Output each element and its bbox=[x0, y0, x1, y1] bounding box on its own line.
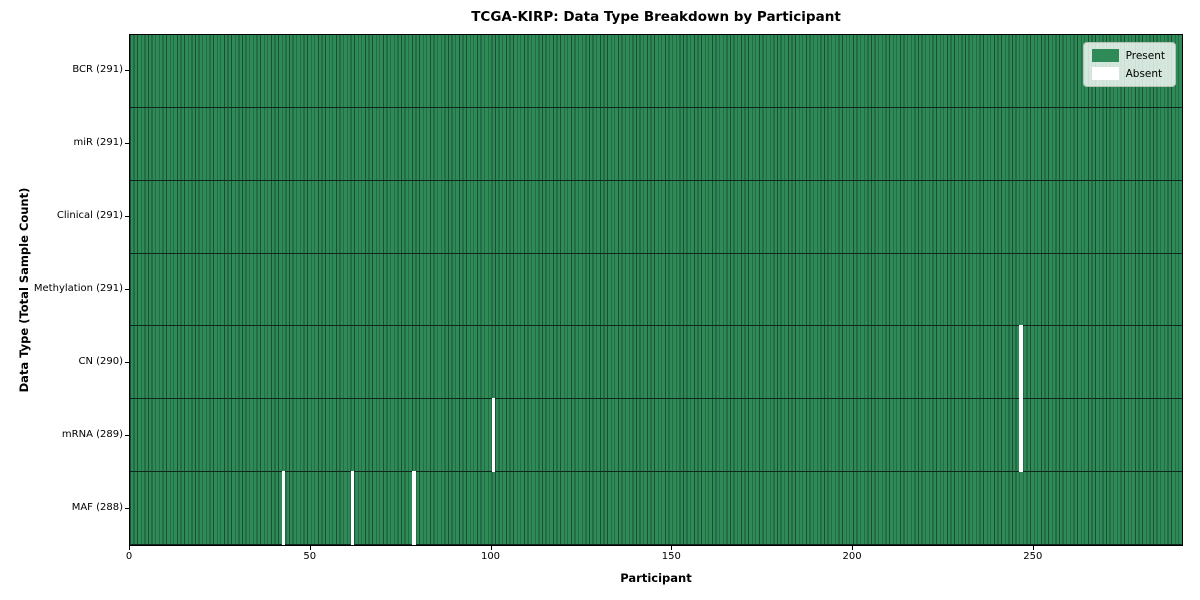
y-tick-label-clinical: Clinical (291) bbox=[56, 210, 123, 222]
x-tick-label-200: 200 bbox=[842, 551, 862, 562]
y-tick-mark bbox=[125, 361, 129, 363]
y-tick-mark bbox=[125, 289, 129, 290]
absent-cell bbox=[281, 471, 286, 545]
x-tick-mark bbox=[671, 546, 673, 550]
x-tick-label-50: 50 bbox=[303, 551, 317, 562]
x-tick-label-250: 250 bbox=[1023, 551, 1043, 562]
x-tick-label-150: 150 bbox=[661, 551, 681, 562]
y-tick-label-maf: MAF (288) bbox=[71, 501, 123, 513]
legend-label-absent: Absent bbox=[1125, 67, 1163, 80]
absent-cell bbox=[491, 398, 496, 473]
y-tick-label-mrna: mRNA (289) bbox=[61, 428, 123, 440]
y-tick-mark bbox=[125, 143, 129, 145]
x-tick-label-100: 100 bbox=[480, 551, 501, 562]
absent-cell bbox=[411, 471, 416, 545]
x-tick-label-0: 0 bbox=[125, 551, 133, 562]
y-tick-mark bbox=[125, 507, 129, 509]
y-tick-label-bcr: BCR (291) bbox=[72, 64, 123, 76]
legend: Present Absent bbox=[1082, 42, 1176, 87]
x-tick-mark bbox=[490, 546, 492, 550]
heatmap-row-methylation bbox=[130, 253, 1182, 327]
heatmap-row-bcr bbox=[130, 35, 1182, 108]
absent-cell bbox=[1019, 398, 1023, 473]
legend-swatch-absent-icon bbox=[1091, 67, 1119, 80]
plot-area: Present Absent bbox=[129, 34, 1183, 546]
legend-label-present: Present bbox=[1125, 49, 1165, 62]
x-axis-label: Participant bbox=[620, 571, 692, 585]
x-tick-mark bbox=[1032, 546, 1034, 550]
legend-item-present: Present bbox=[1091, 49, 1165, 62]
heatmap-row-cn bbox=[130, 325, 1182, 400]
y-tick-mark bbox=[125, 70, 129, 72]
y-tick-mark bbox=[125, 434, 129, 436]
chart-title: TCGA-KIRP: Data Type Breakdown by Partic… bbox=[471, 9, 841, 25]
heatmap-row-clinical bbox=[130, 180, 1182, 254]
heatmap-row-mrna bbox=[130, 398, 1182, 473]
x-tick-mark bbox=[309, 546, 311, 550]
y-tick-mark bbox=[125, 216, 129, 218]
y-tick-label-mir: miR (291) bbox=[73, 137, 123, 149]
x-tick-mark bbox=[852, 546, 854, 550]
heatmap-row-maf bbox=[130, 471, 1182, 545]
absent-cell bbox=[1019, 325, 1023, 400]
heatmap-row-mir bbox=[130, 107, 1182, 181]
legend-swatch-present-icon bbox=[1091, 49, 1119, 62]
x-tick-mark bbox=[129, 546, 130, 550]
legend-item-absent: Absent bbox=[1091, 67, 1165, 80]
y-tick-label-cn: CN (290) bbox=[78, 355, 123, 367]
absent-cell bbox=[350, 471, 355, 545]
y-tick-label-methylation: Methylation (291) bbox=[33, 283, 123, 294]
